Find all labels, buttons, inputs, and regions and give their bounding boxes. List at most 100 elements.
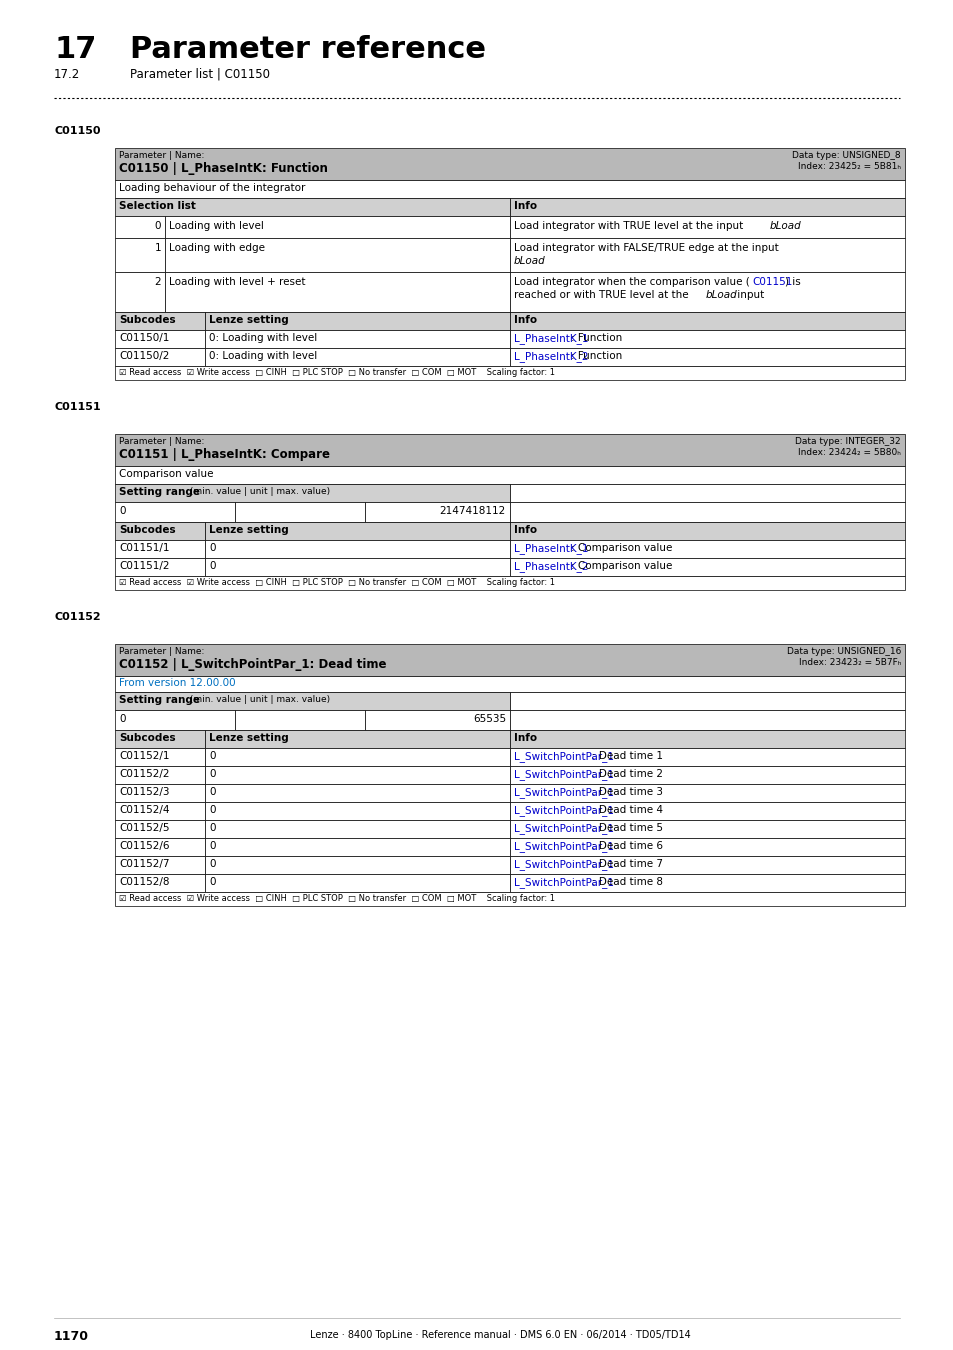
Text: : Dead time 2: : Dead time 2 — [592, 769, 662, 779]
Bar — [165, 271, 510, 312]
Bar — [115, 329, 205, 348]
Text: 0: Loading with level: 0: Loading with level — [209, 351, 317, 360]
Bar — [115, 366, 904, 379]
Text: L_SwitchPointPar_1: L_SwitchPointPar_1 — [514, 824, 614, 834]
Bar — [115, 644, 904, 676]
Bar — [115, 485, 510, 502]
Bar — [115, 216, 165, 238]
Bar — [115, 312, 205, 329]
Text: 0: 0 — [209, 769, 215, 779]
Bar — [115, 180, 904, 198]
Bar — [115, 873, 205, 892]
Text: 65535: 65535 — [473, 714, 505, 724]
Text: ☑ Read access  ☑ Write access  □ CINH  □ PLC STOP  □ No transfer  □ COM  □ MOT  : ☑ Read access ☑ Write access □ CINH □ PL… — [119, 894, 555, 903]
Bar — [115, 540, 205, 558]
Bar — [510, 710, 904, 730]
Text: : Dead time 4: : Dead time 4 — [592, 805, 662, 815]
Bar — [205, 873, 510, 892]
Bar — [115, 198, 510, 216]
Text: C01152/3: C01152/3 — [119, 787, 170, 796]
Text: L_SwitchPointPar_1: L_SwitchPointPar_1 — [514, 878, 614, 888]
Text: Selection list: Selection list — [119, 201, 195, 211]
Text: reached or with TRUE level at the: reached or with TRUE level at the — [514, 290, 691, 300]
Bar — [115, 784, 205, 802]
Bar — [510, 856, 904, 873]
Bar — [510, 558, 904, 576]
Text: : Dead time 1: : Dead time 1 — [592, 751, 662, 761]
Text: : Function: : Function — [570, 351, 621, 360]
Bar — [234, 502, 365, 522]
Bar — [115, 502, 234, 522]
Bar — [115, 433, 904, 466]
Bar — [115, 748, 205, 765]
Text: 0: 0 — [209, 562, 215, 571]
Bar — [205, 802, 510, 819]
Text: C01151/1: C01151/1 — [119, 543, 170, 554]
Text: L_SwitchPointPar_1: L_SwitchPointPar_1 — [514, 769, 614, 780]
Bar — [510, 502, 904, 522]
Bar — [115, 730, 205, 748]
Text: Info: Info — [514, 733, 537, 743]
Bar — [510, 540, 904, 558]
Text: : Dead time 3: : Dead time 3 — [592, 787, 662, 796]
Text: Lenze setting: Lenze setting — [209, 733, 289, 743]
Bar — [510, 312, 904, 329]
Text: (min. value | unit | max. value): (min. value | unit | max. value) — [187, 695, 330, 703]
Bar — [115, 765, 205, 784]
Text: Parameter | Name:: Parameter | Name: — [119, 151, 204, 161]
Text: Parameter | Name:: Parameter | Name: — [119, 647, 204, 656]
Bar — [115, 693, 510, 710]
Text: Subcodes: Subcodes — [119, 525, 175, 535]
Bar — [510, 748, 904, 765]
Bar — [115, 676, 904, 693]
Text: Info: Info — [514, 201, 537, 211]
Text: : Function: : Function — [570, 333, 621, 343]
Text: L_PhaseIntK_2: L_PhaseIntK_2 — [514, 351, 588, 362]
Text: Load integrator when the comparison value (: Load integrator when the comparison valu… — [514, 277, 749, 288]
Bar — [365, 710, 510, 730]
Bar — [365, 502, 510, 522]
Text: Load integrator with TRUE level at the input: Load integrator with TRUE level at the i… — [514, 221, 745, 231]
Text: : Dead time 5: : Dead time 5 — [592, 824, 662, 833]
Text: C01152 | L_SwitchPointPar_1: Dead time: C01152 | L_SwitchPointPar_1: Dead time — [119, 657, 386, 671]
Bar — [115, 576, 904, 590]
Bar — [510, 348, 904, 366]
Bar — [510, 216, 904, 238]
Bar — [115, 710, 234, 730]
Text: 0: 0 — [154, 221, 161, 231]
Text: Subcodes: Subcodes — [119, 315, 175, 325]
Text: 17.2: 17.2 — [54, 68, 80, 81]
Bar — [205, 540, 510, 558]
Text: 0: 0 — [209, 841, 215, 850]
Text: C01152: C01152 — [54, 612, 100, 622]
Text: Index: 23424₂ = 5B80ₕ: Index: 23424₂ = 5B80ₕ — [798, 448, 900, 458]
Text: C01152/7: C01152/7 — [119, 859, 170, 869]
Bar — [510, 329, 904, 348]
Text: Setting range: Setting range — [119, 695, 200, 705]
Bar — [165, 216, 510, 238]
Bar — [510, 819, 904, 838]
Text: 0: 0 — [209, 805, 215, 815]
Bar — [115, 558, 205, 576]
Text: 0: 0 — [119, 506, 126, 516]
Text: Info: Info — [514, 315, 537, 325]
Bar — [115, 819, 205, 838]
Text: Index: 23423₂ = 5B7Fₕ: Index: 23423₂ = 5B7Fₕ — [798, 657, 900, 667]
Text: C01152/8: C01152/8 — [119, 878, 170, 887]
Bar — [510, 198, 904, 216]
Bar — [234, 710, 365, 730]
Text: C01150/1: C01150/1 — [119, 333, 170, 343]
Bar — [510, 802, 904, 819]
Text: L_SwitchPointPar_1: L_SwitchPointPar_1 — [514, 805, 614, 815]
Text: Lenze · 8400 TopLine · Reference manual · DMS 6.0 EN · 06/2014 · TD05/TD14: Lenze · 8400 TopLine · Reference manual … — [310, 1330, 690, 1341]
Text: Loading with edge: Loading with edge — [169, 243, 265, 252]
Bar — [205, 348, 510, 366]
Text: Parameter | Name:: Parameter | Name: — [119, 437, 204, 446]
Text: Index: 23425₂ = 5B81ₕ: Index: 23425₂ = 5B81ₕ — [797, 162, 900, 171]
Text: C01150 | L_PhaseIntK: Function: C01150 | L_PhaseIntK: Function — [119, 162, 328, 176]
Text: bLoad: bLoad — [705, 290, 737, 300]
Text: C01152/2: C01152/2 — [119, 769, 170, 779]
Text: Subcodes: Subcodes — [119, 733, 175, 743]
Bar — [115, 466, 904, 485]
Bar — [510, 485, 904, 502]
